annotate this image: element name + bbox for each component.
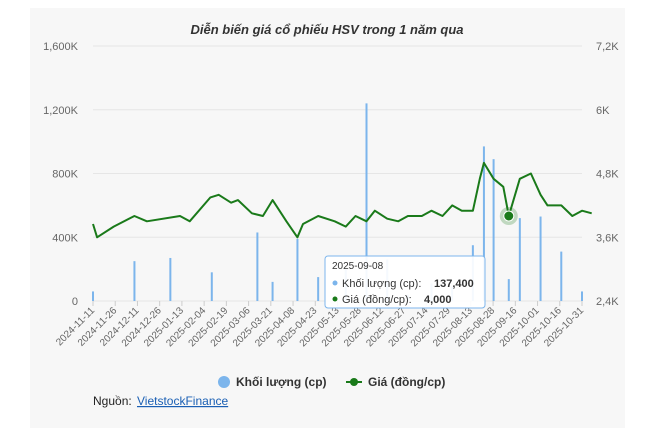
price-line <box>92 161 592 239</box>
left-tick-label: 400K <box>52 232 78 244</box>
right-tick-label: 2,4K <box>596 296 619 308</box>
x-axis: 2024-11-112024-11-262024-12-112024-12-26… <box>54 301 586 349</box>
volume-bar <box>507 279 510 301</box>
source-label: Nguồn: <box>93 394 132 408</box>
volume-bar <box>365 103 368 301</box>
left-tick-label: 800K <box>52 169 78 181</box>
legend-price-label: Giá (đồng/cp) <box>368 375 445 389</box>
tooltip: 2025-09-08 Khối lượng (cp): 137,400 Giá (đồ… <box>324 207 518 309</box>
source-link[interactable]: VietstockFinance <box>137 394 228 408</box>
volume-bar <box>492 159 495 301</box>
right-tick-label: 3,6K <box>596 232 619 244</box>
volume-bar <box>581 291 583 301</box>
volume-bar <box>133 261 136 301</box>
volume-bar <box>539 216 542 301</box>
tooltip-volume-value: 137,400 <box>434 278 474 290</box>
tooltip-price-label: Giá (đồng/cp): <box>342 294 412 306</box>
gridlines <box>93 45 582 302</box>
volume-bar <box>296 238 299 301</box>
right-tick-label: 7,2K <box>596 41 619 53</box>
left-tick-label: 1,200K <box>43 105 79 117</box>
chart-frame: Diễn biến giá cổ phiếu HSV trong 1 năm q… <box>30 8 625 428</box>
volume-bar <box>482 146 485 301</box>
right-tick-label: 6K <box>596 105 610 117</box>
volume-bar <box>210 272 213 301</box>
tooltip-box <box>324 255 486 309</box>
right-tick-label: 4,8K <box>596 169 619 181</box>
volume-bar <box>92 291 94 301</box>
chart-title: Diễn biến giá cổ phiếu HSV trong 1 năm q… <box>190 22 463 37</box>
volume-bar <box>560 251 563 301</box>
legend[interactable]: Khối lượng (cp) Giá (đồng/cp) <box>218 375 445 389</box>
left-axis: 0 400K 800K 1,200K 1,600K <box>43 41 79 308</box>
tooltip-price-value: 4,000 <box>424 294 452 306</box>
volume-bar <box>317 277 320 301</box>
chart-svg: Diễn biến giá cổ phiếu HSV trong 1 năm q… <box>43 22 619 408</box>
hover-point <box>503 210 515 222</box>
volume-bar <box>271 281 274 301</box>
left-tick-label: 1,600K <box>43 41 79 53</box>
price-line-group <box>92 161 592 239</box>
tooltip-date: 2025-09-08 <box>332 261 384 272</box>
volume-bar <box>169 257 172 301</box>
right-axis: 2,4K 3,6K 4,8K 6K 7,2K <box>596 41 619 308</box>
volume-bar <box>256 232 259 301</box>
legend-price-dot-icon <box>350 378 358 386</box>
tooltip-volume-label: Khối lượng (cp): <box>342 278 421 290</box>
tooltip-price-dot <box>332 296 338 302</box>
legend-volume-label: Khối lượng (cp) <box>236 375 327 389</box>
left-tick-label: 0 <box>72 296 78 308</box>
legend-volume-icon <box>218 376 230 388</box>
tooltip-volume-dot <box>332 280 338 286</box>
volume-bar <box>518 218 521 301</box>
